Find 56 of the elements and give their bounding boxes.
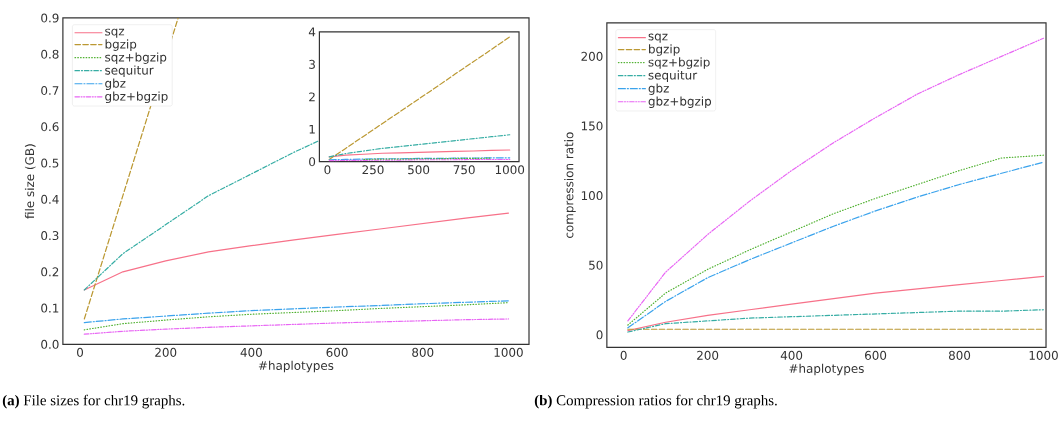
legend-label: sqz: [648, 33, 668, 43]
y-tick-label: 0: [596, 330, 603, 340]
y-tick-label: 0.7: [41, 85, 59, 95]
x-tick-label: 800: [412, 347, 434, 357]
x-tick-label: 0: [77, 347, 84, 357]
line-series: [627, 275, 1045, 332]
x-tick-label: 750: [453, 165, 475, 175]
y-tick-label: 3: [309, 59, 315, 69]
y-tick-label: 2: [309, 92, 315, 102]
y-tick-label: 200: [581, 51, 603, 61]
legend-label: sqz+bgzip: [648, 57, 710, 69]
legend-label: sequitur: [648, 70, 698, 82]
x-tick-label: 0: [324, 165, 331, 175]
y-tick-label: 0.0: [41, 339, 59, 349]
legend-label: sqz: [105, 28, 125, 38]
y-tick-label: 0.3: [41, 230, 59, 240]
y-tick-label: 1: [309, 124, 315, 134]
legend-label: sqz+bgzip: [105, 52, 167, 64]
y-tick-label: 0.1: [41, 303, 59, 313]
y-tick-label: 0: [309, 157, 316, 167]
legend-label: bgzip: [105, 39, 137, 51]
x-axis-title: #haplotypes: [789, 363, 864, 376]
x-tick-label: 800: [948, 350, 971, 360]
legend-label: gbz+bgzip: [105, 91, 168, 103]
y-tick-label: 0.4: [41, 194, 59, 204]
legend-label: gbz: [648, 83, 669, 95]
y-tick-label: 0.8: [41, 49, 59, 59]
text: (a) File sizes for chr19 graphs.: [2, 394, 185, 409]
x-tick-label: 200: [155, 347, 177, 357]
y-tick-label: 50: [589, 260, 603, 270]
x-tick-label: 500: [408, 165, 430, 175]
legend-label: sequitur: [105, 65, 154, 77]
legend-label: bgzip: [649, 44, 680, 56]
x-tick-label: 400: [780, 350, 803, 360]
x-tick-label: 400: [240, 347, 262, 357]
y-tick-label: 4: [308, 27, 316, 37]
y-axis-title: file size (GB): [24, 144, 36, 219]
y-axis-title: compression ratio: [564, 132, 576, 238]
x-tick-label: 1000: [495, 165, 525, 175]
y-tick-label: 0.2: [41, 267, 59, 277]
y-tick-label: 0.9: [41, 13, 59, 23]
x-tick-label: 1000: [1029, 350, 1058, 360]
legend-label: gbz: [105, 78, 126, 90]
x-axis-title: #haplotypes: [258, 360, 334, 373]
x-tick-label: 200: [697, 350, 719, 360]
legend-label: gbz+bgzip: [648, 96, 712, 108]
y-tick-label: 0.6: [41, 122, 59, 132]
x-tick-label: 600: [865, 350, 887, 360]
y-tick-label: 150: [581, 121, 603, 131]
y-tick-label: 100: [581, 190, 603, 201]
y-tick-label: 0.5: [41, 158, 59, 168]
x-tick-label: 0: [620, 350, 627, 360]
x-tick-label: 1000: [494, 347, 523, 357]
x-tick-label: 600: [326, 347, 348, 357]
text: (b) Compression ratios for chr19 graphs.: [534, 394, 777, 409]
x-tick-label: 250: [362, 165, 384, 175]
